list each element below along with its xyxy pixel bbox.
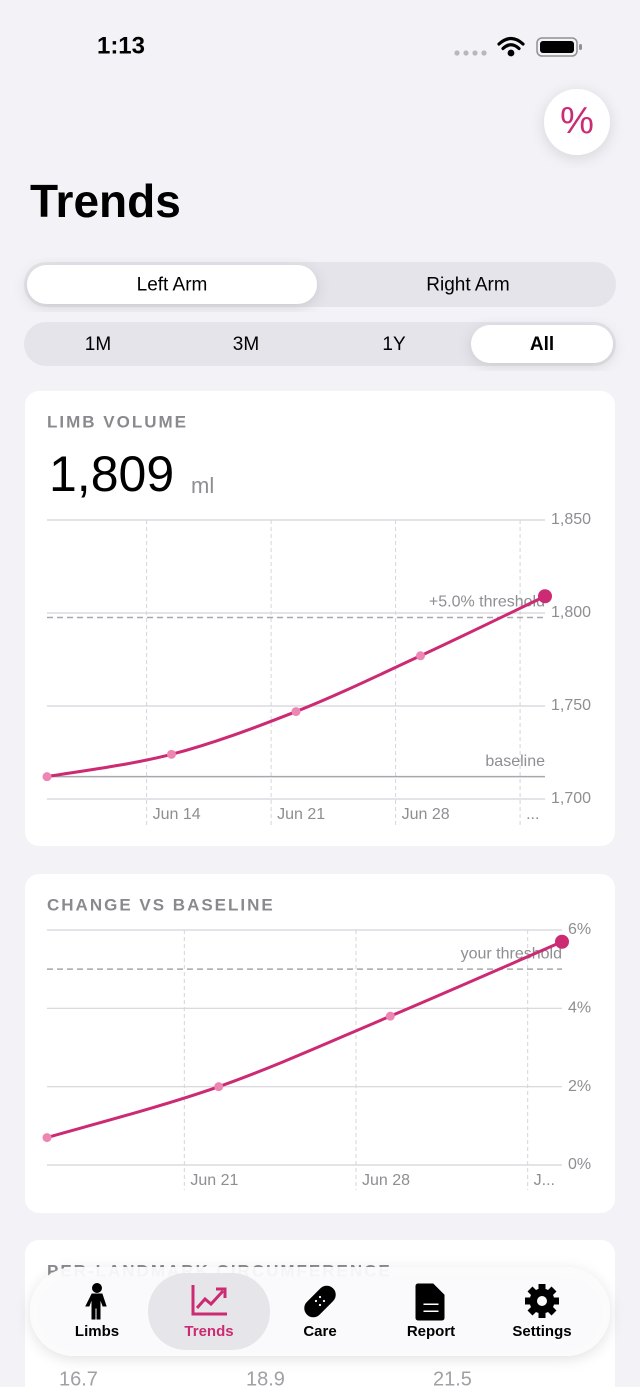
care-icon[interactable] (301, 1283, 338, 1320)
card (25, 874, 615, 1213)
percent-button[interactable] (544, 89, 610, 155)
wifi-icon (497, 36, 525, 57)
percent-icon[interactable]: % (560, 100, 594, 142)
x-tick-label: Jun 28 (402, 806, 450, 823)
reference-label: baseline (485, 753, 545, 770)
point (385, 1011, 395, 1021)
headline-unit: ml (191, 473, 214, 498)
selected-segment (27, 265, 317, 304)
battery-icon (536, 37, 582, 57)
reference-label: your threshold (461, 945, 562, 962)
tab-label[interactable]: Report (407, 1323, 455, 1340)
segment-label[interactable]: Right Arm (426, 275, 509, 296)
y-tick-label: 1,750 (551, 697, 591, 714)
card-label: CHANGE VS BASELINE (47, 895, 275, 914)
settings-icon[interactable] (525, 1284, 559, 1318)
y-tick-label: 1,800 (551, 604, 591, 621)
point (214, 1082, 224, 1092)
tab-label[interactable]: Care (303, 1323, 336, 1340)
segment-label[interactable]: 1Y (382, 334, 406, 355)
segment-label[interactable]: Left Arm (137, 275, 208, 296)
point (42, 772, 52, 782)
y-tick-label: 2% (568, 1078, 591, 1095)
trends-icon[interactable] (191, 1285, 227, 1316)
circumference-value: 21.5 (433, 1368, 472, 1387)
y-tick-label: 1,700 (551, 790, 591, 807)
point (555, 934, 569, 949)
x-tick-label: Jun 21 (190, 1172, 238, 1189)
card (25, 391, 615, 846)
segment-label[interactable]: All (530, 334, 554, 355)
tab-label[interactable]: Trends (184, 1323, 233, 1340)
circumference-value: 16.7 (59, 1368, 98, 1387)
signal-icon (454, 50, 487, 56)
point (538, 589, 552, 604)
x-tick-label: J... (534, 1172, 555, 1189)
tab-label[interactable]: Settings (512, 1323, 571, 1340)
range-selector (24, 322, 616, 366)
tab-label[interactable]: Limbs (75, 1323, 119, 1340)
x-tick-label: Jun 28 (362, 1172, 410, 1189)
line (45, 940, 564, 1140)
circumference-value: 18.9 (246, 1368, 285, 1387)
report-icon[interactable] (415, 1283, 445, 1321)
segment-label[interactable]: 3M (233, 334, 259, 355)
y-tick-label: 1,850 (551, 511, 591, 528)
chart: 1,700 1,750 1,800 1,850 Jun 14 Jun 21 Jun 28..… (42, 511, 591, 825)
y-tick-label: 4% (568, 1000, 591, 1017)
point (167, 749, 176, 759)
selected-segment (471, 325, 613, 363)
selected-tab (148, 1273, 270, 1350)
point (416, 651, 425, 661)
chart: 0% 2% 4% 6% Jun 21 Jun 28 J... your threshold (42, 921, 591, 1190)
reference-label: +5.0% threshold (429, 594, 545, 611)
segment-label[interactable]: 1M (85, 334, 111, 355)
y-tick-label: 0% (568, 1156, 591, 1173)
status-time: 1:13 (97, 32, 145, 59)
y-tick-label: 6% (568, 921, 591, 938)
charts: 1,700 1,750 1,800 1,850 Jun 14 Jun 21 Jun 28..… (42, 511, 591, 1190)
page-title: Trends (30, 175, 181, 227)
x-tick-label: Jun 14 (153, 806, 201, 823)
x-tick-label: Jun 21 (277, 806, 325, 823)
point (42, 1133, 52, 1143)
card-label: LIMB VOLUME (47, 412, 188, 431)
headline-value: 1,809 (49, 446, 174, 502)
limbs-icon[interactable] (85, 1283, 107, 1320)
point (291, 707, 301, 717)
x-tick-label: ... (526, 806, 539, 823)
